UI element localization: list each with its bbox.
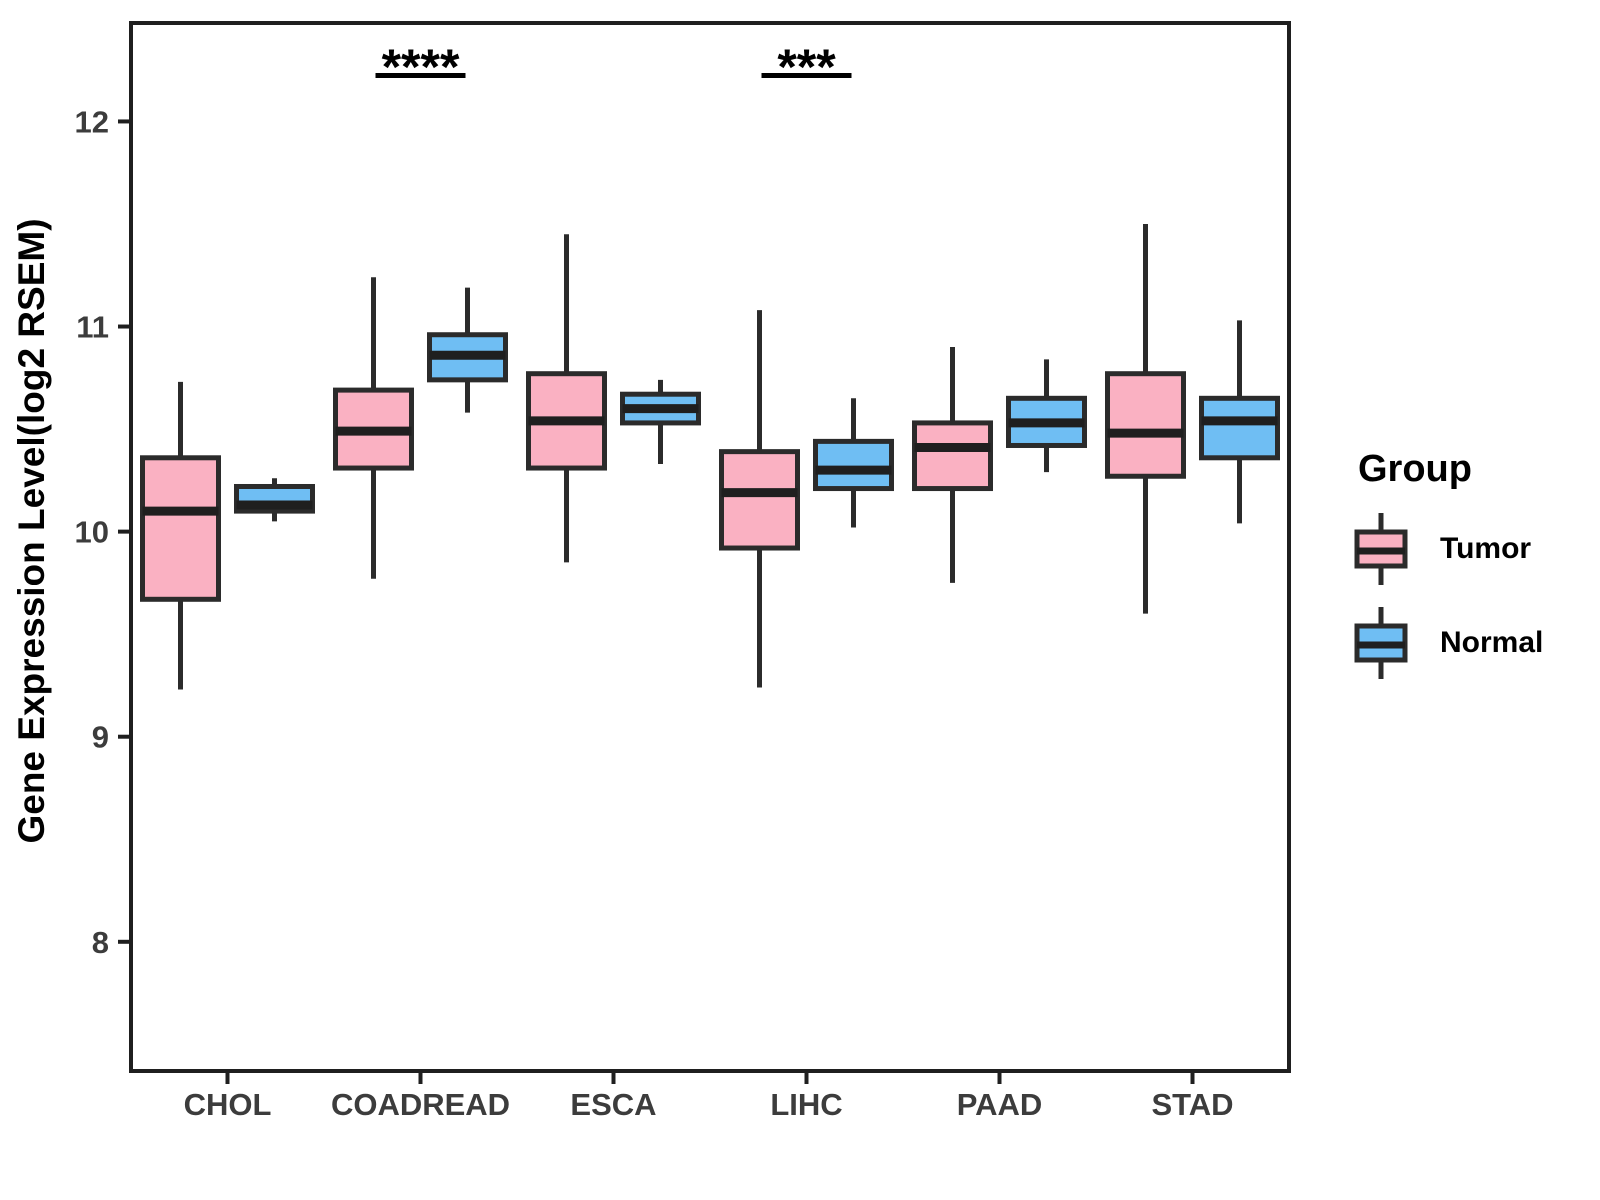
y-tick-label: 12: [75, 104, 109, 139]
x-tick-label-chol: CHOL: [184, 1087, 272, 1122]
x-tick-label-coadread: COADREAD: [331, 1087, 510, 1122]
box-paad-tumor: [912, 420, 993, 492]
legend-label-tumor: Tumor: [1440, 532, 1532, 565]
x-tick-label-paad: PAAD: [957, 1087, 1043, 1122]
significance-stars-lihc: ***: [777, 39, 836, 95]
y-tick-label: 8: [92, 925, 109, 960]
box-lihc-tumor: [719, 449, 800, 551]
x-tick-label-esca: ESCA: [570, 1087, 656, 1122]
legend-entry-normal: Normal: [1350, 603, 1543, 683]
y-tick-label: 11: [76, 310, 109, 345]
normal-boxplot-key-icon: [1354, 607, 1408, 679]
box-stad-normal: [1199, 395, 1280, 461]
significance-bar-coadread: [375, 73, 466, 78]
box-lihc-normal: [813, 438, 894, 492]
x-tick-label-stad: STAD: [1151, 1087, 1233, 1122]
panel-border: [129, 21, 1291, 1073]
y-tick-label: 10: [75, 515, 109, 550]
significance-bar-lihc: [761, 73, 852, 78]
y-tick-label: 9: [92, 720, 109, 755]
x-tick-label-lihc: LIHC: [770, 1087, 842, 1122]
box-chol-tumor: [140, 455, 221, 602]
legend-title: Group: [1358, 448, 1472, 490]
y-axis-title: Gene Expression Level(log2 RSEM): [11, 218, 52, 844]
tumor-boxplot-key-icon: [1354, 513, 1408, 585]
legend-entry-tumor: Tumor: [1350, 509, 1543, 589]
legend: Group Tumor Normal: [1350, 448, 1543, 697]
significance-stars-coadread: ****: [382, 39, 460, 95]
legend-label-normal: Normal: [1440, 626, 1544, 659]
box-stad-tumor: [1105, 371, 1186, 479]
